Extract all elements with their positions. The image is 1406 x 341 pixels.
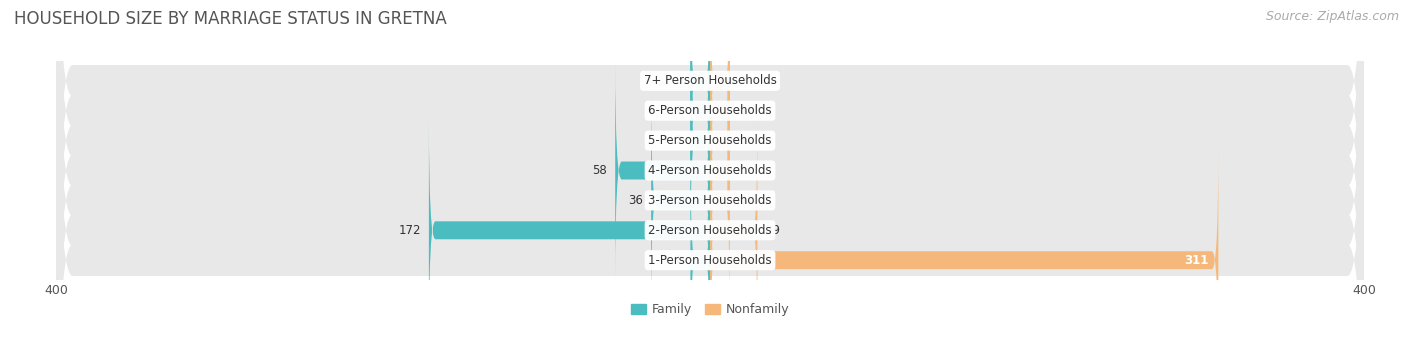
- Text: 2: 2: [675, 134, 682, 147]
- Text: 5-Person Households: 5-Person Households: [648, 134, 772, 147]
- FancyBboxPatch shape: [56, 0, 1364, 341]
- FancyBboxPatch shape: [710, 150, 1219, 341]
- Text: 29: 29: [766, 224, 780, 237]
- Text: 6-Person Households: 6-Person Households: [648, 104, 772, 117]
- Text: 4-Person Households: 4-Person Households: [648, 164, 772, 177]
- Text: 2-Person Households: 2-Person Households: [648, 224, 772, 237]
- Legend: Family, Nonfamily: Family, Nonfamily: [626, 298, 794, 321]
- Text: 7+ Person Households: 7+ Person Households: [644, 74, 776, 87]
- Text: 3-Person Households: 3-Person Households: [648, 194, 772, 207]
- Text: HOUSEHOLD SIZE BY MARRIAGE STATUS IN GRETNA: HOUSEHOLD SIZE BY MARRIAGE STATUS IN GRE…: [14, 10, 447, 28]
- FancyBboxPatch shape: [690, 0, 710, 221]
- FancyBboxPatch shape: [56, 0, 1364, 341]
- FancyBboxPatch shape: [56, 0, 1364, 341]
- FancyBboxPatch shape: [710, 90, 730, 311]
- Text: 58: 58: [592, 164, 607, 177]
- FancyBboxPatch shape: [690, 0, 710, 191]
- Text: 0: 0: [738, 134, 745, 147]
- Text: Source: ZipAtlas.com: Source: ZipAtlas.com: [1265, 10, 1399, 23]
- FancyBboxPatch shape: [710, 120, 758, 341]
- Text: 311: 311: [1184, 254, 1209, 267]
- FancyBboxPatch shape: [690, 150, 710, 341]
- FancyBboxPatch shape: [56, 0, 1364, 341]
- Text: 0: 0: [738, 164, 745, 177]
- Text: 0: 0: [738, 104, 745, 117]
- Text: 4: 4: [675, 104, 682, 117]
- Text: 0: 0: [738, 74, 745, 87]
- Text: 0: 0: [675, 254, 682, 267]
- FancyBboxPatch shape: [710, 0, 730, 221]
- FancyBboxPatch shape: [56, 0, 1364, 341]
- FancyBboxPatch shape: [429, 120, 710, 341]
- FancyBboxPatch shape: [710, 30, 730, 251]
- Text: 36: 36: [628, 194, 643, 207]
- Text: 0: 0: [738, 194, 745, 207]
- FancyBboxPatch shape: [56, 0, 1364, 341]
- Text: 172: 172: [398, 224, 420, 237]
- Text: 0: 0: [675, 74, 682, 87]
- FancyBboxPatch shape: [56, 0, 1364, 341]
- FancyBboxPatch shape: [690, 30, 710, 251]
- FancyBboxPatch shape: [651, 90, 710, 311]
- FancyBboxPatch shape: [710, 60, 730, 281]
- FancyBboxPatch shape: [710, 0, 730, 191]
- FancyBboxPatch shape: [616, 60, 710, 281]
- Text: 1-Person Households: 1-Person Households: [648, 254, 772, 267]
